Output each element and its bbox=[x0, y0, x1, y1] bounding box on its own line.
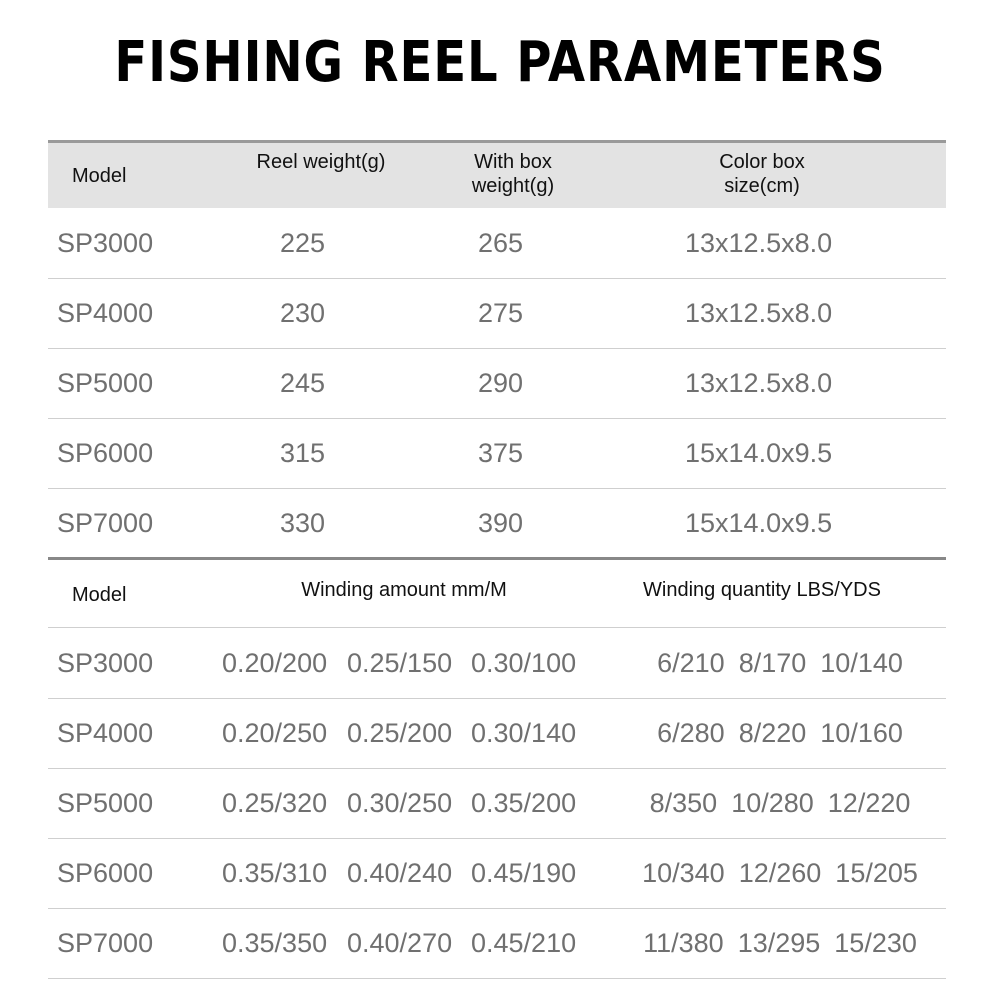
table-cell: 10/140 bbox=[820, 648, 903, 678]
row-divider bbox=[48, 488, 946, 489]
table-cell: 13/295 bbox=[737, 928, 821, 958]
table-cell: 13x12.5x8.0 bbox=[685, 228, 833, 258]
table-cell: SP4000 bbox=[57, 718, 154, 748]
divider bbox=[48, 557, 946, 560]
table-cell: 12/260 bbox=[738, 858, 822, 888]
table-cell: 6/280 bbox=[657, 718, 725, 748]
row-divider bbox=[48, 627, 946, 628]
table-cell: 10/340 bbox=[642, 858, 725, 888]
table-cell: 0.25/200 bbox=[347, 718, 453, 748]
cell-group: 8/350 10/280 12/220 bbox=[600, 788, 960, 818]
table-cell: 12/220 bbox=[827, 788, 911, 818]
table-cell: 245 bbox=[280, 368, 326, 398]
table-cell: 8/170 bbox=[738, 648, 807, 678]
row-divider bbox=[48, 348, 946, 349]
table-cell: 0.25/320 bbox=[222, 788, 328, 818]
table-cell: 8/220 bbox=[738, 718, 807, 748]
table-cell: 0.25/150 bbox=[347, 648, 453, 678]
table-cell: 15x14.0x9.5 bbox=[685, 508, 833, 538]
cell-group: 11/380 13/295 15/230 bbox=[600, 928, 960, 958]
cell-group: 6/210 8/170 10/140 bbox=[600, 648, 960, 678]
row-divider bbox=[48, 278, 946, 279]
table-cell: 15/230 bbox=[834, 928, 917, 958]
table-cell: SP4000 bbox=[57, 298, 154, 328]
cell-group: 10/340 12/260 15/205 bbox=[600, 858, 960, 888]
table-cell: 15/205 bbox=[835, 858, 918, 888]
table-cell: 10/280 bbox=[731, 788, 814, 818]
table-cell: 265 bbox=[478, 228, 524, 258]
row-divider bbox=[48, 768, 946, 769]
table-cell: 0.20/200 bbox=[222, 648, 328, 678]
table-cell: 11/380 bbox=[643, 928, 724, 958]
table-cell: 0.40/240 bbox=[347, 858, 453, 888]
table-cell: 0.40/270 bbox=[347, 928, 453, 958]
row-divider bbox=[48, 838, 946, 839]
table-cell: 230 bbox=[280, 298, 326, 328]
table-cell: SP3000 bbox=[57, 228, 154, 258]
table-cell: SP6000 bbox=[57, 438, 154, 468]
table-cell: 0.35/310 bbox=[222, 858, 328, 888]
column-header: With box weight(g) bbox=[471, 151, 555, 197]
table-cell: 0.45/190 bbox=[471, 858, 577, 888]
table-cell: SP7000 bbox=[57, 508, 154, 538]
table-cell: 0.35/350 bbox=[222, 928, 328, 958]
column-header: Winding quantity LBS/YDS bbox=[643, 579, 881, 601]
table-cell: 390 bbox=[478, 508, 524, 538]
header-band bbox=[48, 140, 946, 208]
table-cell: 8/350 bbox=[649, 788, 718, 818]
table-cell: SP3000 bbox=[57, 648, 154, 678]
table-cell: 10/160 bbox=[820, 718, 903, 748]
title: FISHING REEL PARAMETERS bbox=[114, 30, 886, 95]
table-cell: 315 bbox=[280, 438, 326, 468]
table-cell: 0.30/140 bbox=[471, 718, 577, 748]
table-cell: 13x12.5x8.0 bbox=[685, 368, 833, 398]
column-header: Color box size(cm) bbox=[719, 151, 805, 197]
table-cell: 0.45/210 bbox=[471, 928, 577, 958]
table-cell: 0.20/250 bbox=[222, 718, 328, 748]
table-cell: 0.35/200 bbox=[471, 788, 577, 818]
row-divider bbox=[48, 698, 946, 699]
table-cell: 330 bbox=[280, 508, 326, 538]
table-cell: SP7000 bbox=[57, 928, 154, 958]
column-header: Model bbox=[72, 584, 127, 606]
column-header: Winding amount mm/M bbox=[301, 579, 507, 601]
table-cell: 275 bbox=[478, 298, 524, 328]
row-divider bbox=[48, 908, 946, 909]
cell-group: 6/280 8/220 10/160 bbox=[600, 718, 960, 748]
table-cell: 375 bbox=[478, 438, 524, 468]
table-cell: 0.30/100 bbox=[471, 648, 577, 678]
table-cell: SP5000 bbox=[57, 788, 154, 818]
table-cell: 13x12.5x8.0 bbox=[685, 298, 833, 328]
row-divider bbox=[48, 418, 946, 419]
table-cell: 0.30/250 bbox=[347, 788, 453, 818]
column-header: Model bbox=[72, 165, 127, 187]
column-header: Reel weight(g) bbox=[256, 151, 386, 173]
table-cell: SP5000 bbox=[57, 368, 154, 398]
table-cell: 225 bbox=[280, 228, 326, 258]
table-cell: 15x14.0x9.5 bbox=[685, 438, 833, 468]
row-divider bbox=[48, 978, 946, 979]
table-cell: 290 bbox=[478, 368, 524, 398]
table-cell: SP6000 bbox=[57, 858, 154, 888]
table-cell: 6/210 bbox=[657, 648, 725, 678]
